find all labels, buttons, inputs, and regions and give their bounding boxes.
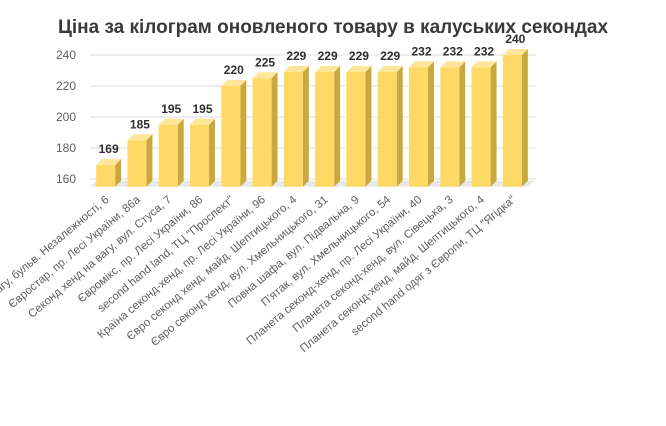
bar-top <box>127 134 153 141</box>
bar-top <box>315 66 341 73</box>
data-label: 229 <box>349 49 369 63</box>
bar <box>221 86 241 187</box>
bar-side <box>177 118 184 187</box>
data-label: 169 <box>99 142 119 156</box>
bar-side <box>428 61 434 187</box>
bar-side <box>490 61 497 187</box>
bar-top <box>409 61 434 68</box>
bar-side <box>302 66 309 187</box>
bar-top <box>502 49 528 55</box>
bar-top <box>190 118 215 125</box>
data-label: 240 <box>505 32 525 46</box>
data-label: 229 <box>286 49 306 63</box>
data-label: 229 <box>318 49 338 63</box>
chart-floor <box>90 180 534 187</box>
bar-top <box>471 61 497 68</box>
data-label: 195 <box>192 102 212 116</box>
y-tick-label: 180 <box>56 141 76 155</box>
bar <box>346 72 366 187</box>
bar <box>502 55 522 187</box>
bar <box>409 67 428 187</box>
bar-side <box>365 66 372 187</box>
bar-top <box>96 159 122 166</box>
bar-side <box>521 49 528 187</box>
y-tick-label: 220 <box>56 79 76 93</box>
bar-side <box>115 159 122 187</box>
bar-top <box>346 66 372 73</box>
bar <box>283 72 303 187</box>
bar-top <box>283 66 309 73</box>
data-label: 232 <box>474 44 494 58</box>
bar <box>315 72 335 187</box>
bar <box>252 78 272 187</box>
chart-title: Ціна за кілограм оновленого товару в кал… <box>57 17 609 38</box>
data-label: 232 <box>411 44 431 58</box>
data-label: 220 <box>224 63 244 77</box>
bar-top <box>252 72 278 79</box>
data-label: 229 <box>380 49 400 63</box>
bar-side <box>334 66 341 187</box>
bar <box>471 67 491 187</box>
y-tick-label: 240 <box>56 48 76 62</box>
bar <box>190 124 209 187</box>
bar-side <box>209 118 215 187</box>
y-tick-label: 200 <box>56 110 76 124</box>
data-label: 195 <box>161 102 181 116</box>
bar-side <box>240 80 247 187</box>
bar-top <box>440 61 466 68</box>
data-label: 232 <box>443 44 463 58</box>
bar-side <box>146 134 153 187</box>
bar <box>158 124 178 187</box>
bar-side <box>459 61 466 187</box>
bar-side <box>271 72 278 187</box>
y-tick-label: 160 <box>56 172 76 186</box>
bar <box>96 165 116 187</box>
bar-side <box>396 66 403 187</box>
bar <box>440 67 460 187</box>
data-label: 185 <box>130 117 150 131</box>
bar-top <box>221 80 247 86</box>
bar-top <box>158 118 184 125</box>
data-label: 225 <box>255 55 275 69</box>
bar <box>377 72 397 187</box>
bar-top <box>377 66 403 73</box>
bar <box>127 140 147 187</box>
